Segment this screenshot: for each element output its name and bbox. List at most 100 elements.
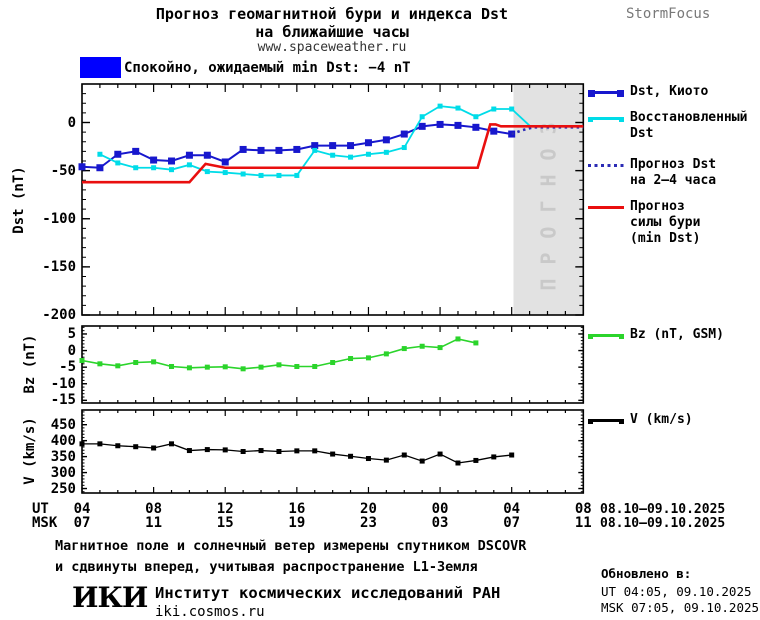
- data-point-marker: [133, 360, 139, 366]
- storm-status-text: Спокойно, ожидаемый min Dst: −4 nT: [124, 60, 411, 76]
- data-point-marker: [258, 364, 264, 370]
- data-point-marker: [473, 340, 479, 346]
- data-point-marker: [419, 114, 425, 120]
- data-point-marker: [257, 146, 265, 154]
- data-point-marker: [509, 106, 515, 112]
- x-tick-label-ut: 04: [503, 501, 521, 517]
- legend-item-bz: Bz (nT, GSM): [588, 327, 760, 343]
- forecast-dst-dotted-swatch: [588, 159, 624, 171]
- x-tick-label-ut: 20: [360, 501, 377, 517]
- page-title-line1: Прогноз геомагнитной бури и индекса Dst: [155, 5, 509, 23]
- legend-label: Прогноз Dst на 2–4 часа: [630, 157, 717, 188]
- data-point-marker: [382, 136, 390, 144]
- footer-note-line1: Магнитное поле и солнечный ветер измерен…: [55, 538, 527, 554]
- data-point-marker: [330, 451, 336, 457]
- y-tick-label-bz: 5: [67, 325, 76, 342]
- data-point-marker: [383, 149, 389, 155]
- data-point-marker: [133, 444, 139, 450]
- legend-item-dst-kyoto: Dst, Киото: [588, 84, 760, 100]
- data-point-marker: [364, 139, 372, 147]
- data-point-marker: [312, 448, 318, 454]
- series-v: [82, 443, 512, 464]
- y-tick-label-bz: 0: [67, 342, 76, 359]
- data-point-marker: [455, 460, 461, 466]
- data-point-marker: [204, 364, 210, 370]
- data-point-marker: [258, 172, 264, 178]
- data-point-marker: [401, 145, 407, 151]
- x-tick-label-msk: 19: [288, 515, 306, 531]
- data-point-marker: [222, 364, 228, 370]
- data-point-marker: [115, 443, 121, 449]
- data-point-marker: [419, 458, 425, 464]
- y-tick-label-v: 350: [50, 448, 76, 465]
- data-point-marker: [348, 154, 354, 160]
- panel-frame-dst: [81, 83, 585, 316]
- data-point-marker: [222, 447, 228, 453]
- data-point-marker: [168, 157, 176, 165]
- x-tick-label-ut: 08: [574, 501, 592, 517]
- legend-item-storm-forecast: Прогноз силы бури (min Dst): [588, 199, 760, 247]
- legend-label: Bz (nT, GSM): [630, 327, 724, 342]
- y-tick-label-dst: -150: [42, 258, 76, 275]
- data-point-marker: [293, 145, 301, 153]
- y-tick-label-v: 250: [50, 480, 76, 497]
- y-tick-label-bz: -10: [50, 375, 76, 392]
- storm-level-swatch: [80, 57, 121, 78]
- y-tick-label-v: 450: [50, 416, 76, 433]
- data-point-marker: [294, 172, 300, 178]
- data-point-marker: [186, 162, 192, 168]
- data-point-marker: [365, 355, 371, 361]
- data-point-marker: [258, 448, 264, 454]
- data-point-marker: [115, 363, 121, 369]
- bz-line-swatch: [588, 329, 624, 341]
- data-point-marker: [400, 130, 408, 138]
- v-line-swatch: [588, 414, 624, 426]
- data-point-marker: [239, 145, 247, 153]
- data-point-marker: [114, 150, 122, 158]
- footer-note-line2: и сдвинуты вперед, учитывая распростране…: [55, 559, 478, 575]
- msk-row-label: MSK: [32, 515, 58, 531]
- data-point-marker: [455, 105, 461, 111]
- page-title-line2: на ближайшие часы: [255, 23, 409, 41]
- data-point-marker: [312, 147, 318, 153]
- data-point-marker: [169, 167, 175, 173]
- data-point-marker: [401, 452, 407, 458]
- data-point-marker: [240, 449, 246, 454]
- data-point-marker: [330, 360, 336, 366]
- site-url: www.spaceweather.ru: [257, 40, 407, 55]
- data-point-marker: [79, 441, 85, 447]
- iki-logo: ИКИ: [72, 581, 148, 614]
- y-tick-label-bz: -15: [50, 392, 76, 409]
- series-dst: [99, 105, 532, 177]
- y-tick-label-dst: -200: [42, 307, 76, 323]
- y-tick-label-v: 300: [50, 464, 76, 481]
- data-point-marker: [151, 165, 157, 171]
- data-point-marker: [115, 160, 121, 166]
- legend-item-forecast-dst: Прогноз Dst на 2–4 часа: [588, 157, 760, 189]
- data-point-marker: [203, 151, 211, 159]
- data-point-marker: [240, 171, 246, 177]
- x-tick-label-ut: 12: [216, 501, 234, 517]
- data-point-marker: [473, 114, 479, 120]
- institute-name: Институт космических исследований РАН: [155, 584, 501, 602]
- legend-label: Dst, Киото: [630, 84, 709, 99]
- institute-url: iki.cosmos.ru: [155, 604, 265, 620]
- data-point-marker: [490, 127, 498, 135]
- data-point-marker: [348, 356, 354, 362]
- ut-row-label: UT: [32, 501, 49, 517]
- data-point-marker: [455, 336, 461, 342]
- data-point-marker: [276, 172, 282, 178]
- data-point-marker: [221, 158, 229, 166]
- x-tick-label-msk: 03: [431, 515, 449, 531]
- legend-label: Прогноз силы бури (min Dst): [630, 199, 701, 246]
- data-point-marker: [418, 122, 426, 130]
- y-tick-label-dst: -50: [50, 162, 76, 179]
- data-point-marker: [151, 445, 157, 451]
- brand-label: StormFocus: [626, 6, 711, 22]
- x-tick-label-msk: 11: [145, 515, 163, 531]
- data-point-marker: [383, 457, 389, 463]
- data-point-marker: [329, 142, 337, 150]
- panel-frame-bz: [81, 325, 585, 404]
- data-point-marker: [294, 363, 300, 369]
